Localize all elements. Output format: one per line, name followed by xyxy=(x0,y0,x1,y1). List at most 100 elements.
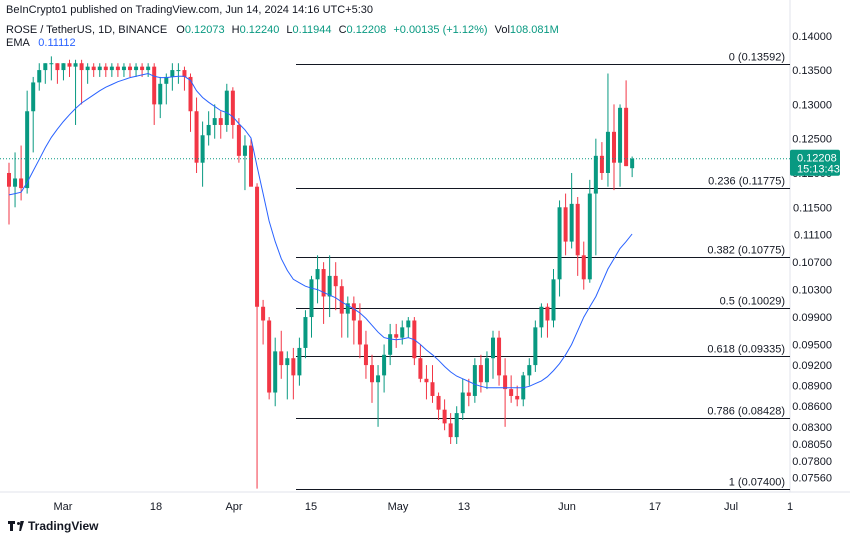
candle-body xyxy=(581,255,586,280)
candle-body xyxy=(134,66,139,71)
candle-body xyxy=(321,269,326,297)
candle-body xyxy=(357,320,362,345)
time-tick-label: Apr xyxy=(225,501,242,513)
candle xyxy=(400,320,405,345)
candlestick-series xyxy=(7,56,635,489)
candle xyxy=(382,344,387,393)
candle-body xyxy=(442,409,447,424)
candle xyxy=(545,303,550,338)
ema-label[interactable]: EMA xyxy=(6,37,30,49)
candle xyxy=(37,63,42,91)
symbol-title[interactable]: ROSE / TetherUS, 1D, BINANCE xyxy=(6,24,168,36)
candle xyxy=(261,299,266,345)
candle xyxy=(218,111,223,139)
candle xyxy=(291,347,296,400)
fibonacci-retracement[interactable]: 0 (0.13592) 0.236 (0.11775) 0.382 (0.10775… xyxy=(296,52,790,490)
candle-body xyxy=(605,131,610,173)
chart-legend[interactable]: ROSE / TetherUS, 1D, BINANCE O0.12073 H0… xyxy=(6,24,559,50)
candle-body xyxy=(466,392,471,396)
price-tick-label: 0.07800 xyxy=(792,456,832,468)
price-tick-label: 0.07560 xyxy=(792,473,832,485)
time-tick-label: 18 xyxy=(150,501,162,513)
fib-level-label: 0.236 (0.11775) xyxy=(708,176,785,188)
candle xyxy=(430,365,435,403)
candle xyxy=(618,104,623,187)
legend-series-row[interactable]: ROSE / TetherUS, 1D, BINANCE O0.12073 H0… xyxy=(6,24,559,37)
ema-line xyxy=(8,72,633,389)
legend-ema-row[interactable]: EMA 0.11112 xyxy=(6,37,559,50)
candle-body xyxy=(436,395,441,410)
candle xyxy=(49,56,54,81)
candle-body xyxy=(503,375,508,390)
candle-body xyxy=(515,395,520,400)
price-axis[interactable]: 0.140000.135000.130000.125000.120000.115… xyxy=(792,31,832,485)
candle xyxy=(188,73,193,132)
candle-body xyxy=(587,193,592,280)
candle-body xyxy=(218,118,223,125)
candle xyxy=(206,111,211,146)
candle-body xyxy=(170,70,175,77)
candle xyxy=(176,63,181,84)
candle-body xyxy=(109,66,114,71)
candle xyxy=(442,399,447,431)
candle-body xyxy=(194,111,199,163)
low-value: 0.11944 xyxy=(292,24,332,36)
candle-body xyxy=(491,337,495,359)
candle xyxy=(297,337,302,386)
candle-body xyxy=(424,378,429,383)
time-tick-label: 15 xyxy=(305,501,317,513)
candle-body xyxy=(509,389,514,396)
candle-body xyxy=(13,178,18,187)
candle-body xyxy=(182,70,187,77)
candle xyxy=(267,317,272,400)
tradingview-watermark[interactable]: TradingView xyxy=(8,519,98,533)
candle xyxy=(333,262,338,311)
candle-body xyxy=(533,327,538,366)
candle-body xyxy=(376,375,381,383)
candle-body xyxy=(551,279,556,321)
candle xyxy=(418,344,423,383)
candle-body xyxy=(91,66,96,71)
candle-body xyxy=(49,63,54,65)
candle xyxy=(388,323,393,366)
candle xyxy=(91,63,96,77)
candle xyxy=(212,104,217,139)
candle-body xyxy=(618,107,623,163)
candle-body xyxy=(67,63,72,67)
time-axis[interactable]: Mar 18 Apr 15 May 13 Jun 17 Jul 1 xyxy=(54,501,794,513)
price-tick-label: 0.11100 xyxy=(794,230,832,242)
candle xyxy=(103,63,108,77)
candle-body xyxy=(242,145,247,156)
candle-body xyxy=(97,66,102,71)
candle-body xyxy=(527,365,532,376)
candle xyxy=(394,323,399,348)
candle xyxy=(424,365,429,400)
candle xyxy=(612,104,616,191)
candle xyxy=(327,255,332,318)
candle-body xyxy=(212,118,217,125)
price-tick-label: 0.12500 xyxy=(792,134,832,146)
candle xyxy=(152,63,157,125)
time-tick-label: Jul xyxy=(724,501,738,513)
candle xyxy=(587,179,592,283)
current-price-tag-bg xyxy=(790,149,840,176)
fib-level-label: 0.5 (0.10029) xyxy=(720,296,785,308)
candle xyxy=(158,76,163,119)
candle xyxy=(575,197,580,276)
candle xyxy=(448,413,453,444)
candle-body xyxy=(297,347,302,376)
candle-body xyxy=(599,155,604,173)
candle-body xyxy=(593,155,598,194)
candle-body xyxy=(115,66,120,71)
candle xyxy=(527,358,532,386)
candle xyxy=(460,378,465,420)
ema-value: 0.11112 xyxy=(38,37,76,49)
candle-body xyxy=(472,365,477,396)
candle-body xyxy=(339,286,344,314)
time-tick-label: 17 xyxy=(649,501,661,513)
candle xyxy=(164,73,169,105)
candle xyxy=(7,162,11,225)
candle xyxy=(146,63,151,77)
current-price-tag: 0.12208 15:13:43 xyxy=(790,149,840,176)
